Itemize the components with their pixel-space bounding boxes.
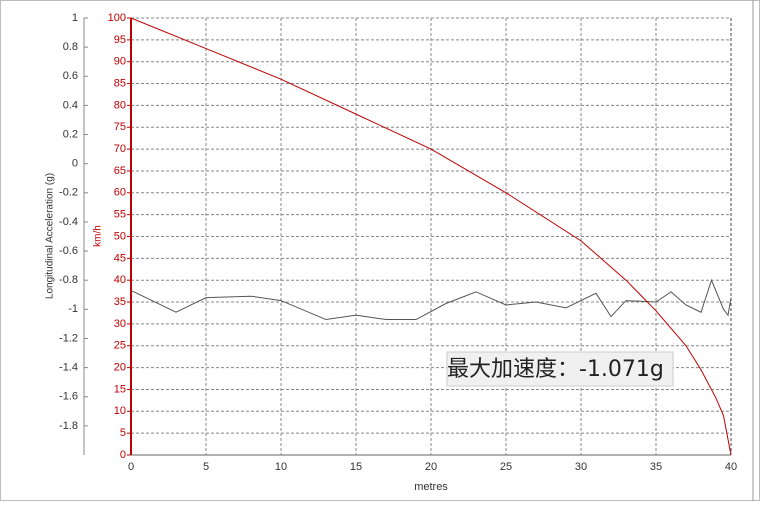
- y2-tick-label: 45: [114, 252, 126, 264]
- y-tick-label: -1.4: [59, 362, 78, 374]
- y2-tick-label: 55: [114, 209, 126, 221]
- y2-tick-label: 85: [114, 77, 126, 89]
- annotation: 最大加速度：-1.071g: [447, 357, 664, 382]
- series-line: [130, 17, 732, 456]
- y2-tick-label: 40: [114, 274, 126, 286]
- y-tick-label: -1.6: [59, 391, 78, 403]
- y-tick-label: -1: [68, 303, 78, 315]
- y2-tick-label: 60: [114, 187, 126, 199]
- y2-tick-label: 10: [114, 405, 126, 417]
- y-tick-label: 1: [72, 12, 78, 24]
- y2-tick-label: 75: [114, 121, 126, 133]
- y2-tick-label: 65: [114, 165, 126, 177]
- y2-tick-label: 25: [114, 340, 126, 352]
- y-tick-label: 0.8: [63, 41, 78, 53]
- y2-tick-label: 80: [114, 99, 126, 111]
- x-tick-label: 5: [203, 461, 209, 473]
- y-axis-title: Longitudinal Acceleration (g): [45, 173, 56, 299]
- annotation-box: [446, 351, 674, 387]
- x-tick-label: 15: [350, 461, 362, 473]
- series-line: [130, 278, 732, 321]
- x-tick-label: 40: [725, 461, 737, 473]
- y2-tick-label: 20: [114, 362, 126, 374]
- y-tick-label: -0.8: [59, 274, 78, 286]
- x-tick-label: 20: [425, 461, 437, 473]
- y-tick-label: -1.8: [59, 420, 78, 432]
- y-tick-label: 0.6: [63, 70, 78, 82]
- y-tick-label: -0.4: [59, 216, 78, 228]
- y2-tick-label: 35: [114, 296, 126, 308]
- y2-tick-label: 15: [114, 383, 126, 395]
- y2-tick-label: 90: [114, 56, 126, 68]
- y2-tick-label: 70: [114, 143, 126, 155]
- y-tick-label: 0.2: [63, 128, 78, 140]
- x-tick-label: 35: [650, 461, 662, 473]
- y-tick-label: -0.2: [59, 187, 78, 199]
- y2-tick-label: 0: [120, 449, 126, 461]
- y2-tick-label: 50: [114, 230, 126, 242]
- y2-tick-label: 95: [114, 34, 126, 46]
- y-tick-label: 0: [72, 158, 78, 170]
- x-axis-title: metres: [414, 481, 448, 493]
- y-tick-label: -1.2: [59, 332, 78, 344]
- y-tick-label: 0.4: [63, 99, 78, 111]
- x-tick-label: 25: [500, 461, 512, 473]
- x-tick-label: 0: [128, 461, 134, 473]
- y2-axis-title: km/h: [93, 225, 104, 247]
- y2-tick-label: 30: [114, 318, 126, 330]
- x-tick-label: 30: [575, 461, 587, 473]
- x-tick-label: 10: [275, 461, 287, 473]
- y2-tick-label: 100: [108, 12, 126, 24]
- y-tick-label: -0.6: [59, 245, 78, 257]
- y2-tick-label: 5: [120, 427, 126, 439]
